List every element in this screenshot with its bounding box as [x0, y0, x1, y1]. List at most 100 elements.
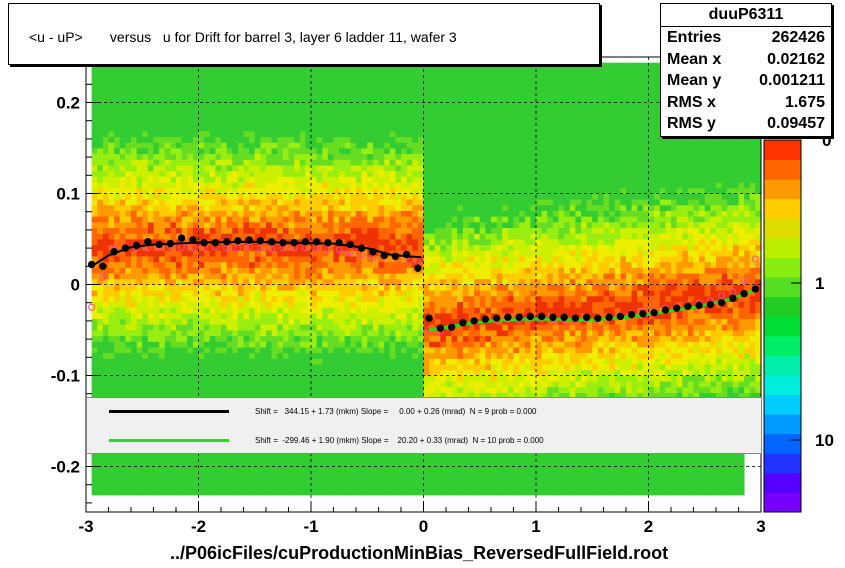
- heatmap-cell: [176, 136, 183, 143]
- heatmap-cell: [232, 483, 239, 490]
- heatmap-cell: [327, 176, 334, 183]
- heatmap-cell: [395, 221, 402, 229]
- heatmap-cell: [108, 290, 115, 297]
- heatmap-cell: [226, 335, 233, 342]
- heatmap-cell: [367, 233, 374, 240]
- heatmap-cell: [243, 250, 250, 257]
- heatmap-cell: [361, 182, 368, 189]
- heatmap-cell: [209, 210, 216, 217]
- heatmap-cell: [243, 369, 250, 376]
- heatmap-cell: [451, 165, 458, 172]
- heatmap-cell: [131, 148, 138, 155]
- heatmap-cell: [299, 455, 306, 462]
- heatmap-cell: [114, 68, 121, 75]
- heatmap-cell: [462, 261, 469, 268]
- heatmap-cell: [147, 312, 154, 320]
- heatmap-cell: [367, 381, 374, 388]
- heatmap-cell: [406, 489, 413, 496]
- heatmap-cell: [170, 182, 177, 189]
- heatmap-cell: [440, 369, 447, 376]
- heatmap-cell: [485, 113, 492, 120]
- heatmap-cell: [147, 330, 154, 337]
- heatmap-cell: [401, 341, 408, 348]
- heatmap-cell: [299, 91, 306, 98]
- heatmap-cell: [142, 284, 149, 291]
- heatmap-cell: [271, 91, 278, 98]
- heatmap-cell: [367, 324, 374, 331]
- heatmap-cell: [395, 460, 402, 467]
- heatmap-cell: [496, 324, 503, 331]
- heatmap-cell: [164, 483, 171, 490]
- heatmap-cell: [327, 233, 334, 240]
- heatmap-cell: [322, 330, 329, 337]
- heatmap-cell: [417, 290, 424, 297]
- heatmap-cell: [440, 108, 447, 115]
- heatmap-cell: [181, 62, 188, 69]
- heatmap-cell: [485, 148, 492, 155]
- heatmap-cell: [406, 324, 413, 331]
- heatmap-cell: [221, 199, 228, 206]
- heatmap-cell: [462, 295, 469, 302]
- heatmap-cell: [457, 455, 464, 462]
- heatmap-cell: [294, 290, 301, 297]
- heatmap-cell: [153, 227, 160, 234]
- heatmap-cell: [316, 165, 323, 172]
- heatmap-cell: [204, 182, 211, 189]
- heatmap-cell: [429, 324, 436, 331]
- heatmap-cell: [125, 369, 132, 376]
- heatmap-cell: [221, 273, 228, 280]
- heatmap-cell: [299, 96, 306, 103]
- heatmap-cell: [266, 256, 273, 263]
- heatmap-cell: [125, 193, 132, 200]
- heatmap-cell: [226, 159, 233, 166]
- heatmap-cell: [125, 130, 132, 138]
- heatmap-cell: [299, 312, 306, 320]
- heatmap-cell: [204, 108, 211, 115]
- heatmap-cell: [372, 375, 379, 382]
- heatmap-cell: [350, 176, 357, 183]
- heatmap-cell: [322, 91, 329, 98]
- heatmap-cell: [288, 216, 295, 223]
- heatmap-cell: [378, 324, 385, 331]
- heatmap-cell: [282, 91, 289, 98]
- heatmap-cell: [496, 119, 503, 126]
- heatmap-cell: [215, 301, 222, 308]
- heatmap-cell: [491, 347, 498, 354]
- heatmap-cell: [288, 62, 295, 69]
- heatmap-cell: [333, 381, 340, 388]
- heatmap-cell: [457, 102, 464, 109]
- heatmap-cell: [91, 62, 98, 69]
- heatmap-cell: [131, 318, 138, 325]
- heatmap-cell: [395, 256, 402, 263]
- heatmap-cell: [142, 324, 149, 331]
- heatmap-cell: [412, 204, 419, 211]
- heatmap-cell: [384, 216, 391, 223]
- heatmap-cell: [192, 250, 199, 257]
- heatmap-cell: [91, 227, 98, 234]
- heatmap-cell: [406, 312, 413, 320]
- heatmap-cell: [457, 119, 464, 126]
- heatmap-cell: [142, 153, 149, 160]
- heatmap-cell: [277, 204, 284, 211]
- heatmap-cell: [384, 290, 391, 297]
- heatmap-cell: [288, 278, 295, 285]
- heatmap-cell: [176, 148, 183, 155]
- heatmap-cell: [294, 96, 301, 103]
- heatmap-cell: [496, 102, 503, 109]
- heatmap-cell: [305, 335, 312, 342]
- heatmap-cell: [187, 267, 194, 274]
- heatmap-cell: [367, 455, 374, 462]
- heatmap-cell: [136, 284, 143, 291]
- heatmap-cell: [209, 256, 216, 263]
- heatmap-cell: [131, 74, 138, 81]
- heatmap-cell: [491, 182, 498, 189]
- heatmap-cell: [147, 227, 154, 234]
- heatmap-cell: [221, 455, 228, 462]
- heatmap-cell: [316, 216, 323, 223]
- heatmap-cell: [356, 79, 363, 86]
- heatmap-cell: [266, 489, 273, 496]
- heatmap-cell: [187, 165, 194, 172]
- heatmap-cell: [170, 335, 177, 342]
- heatmap-cell: [412, 307, 419, 314]
- heatmap-cell: [446, 358, 453, 365]
